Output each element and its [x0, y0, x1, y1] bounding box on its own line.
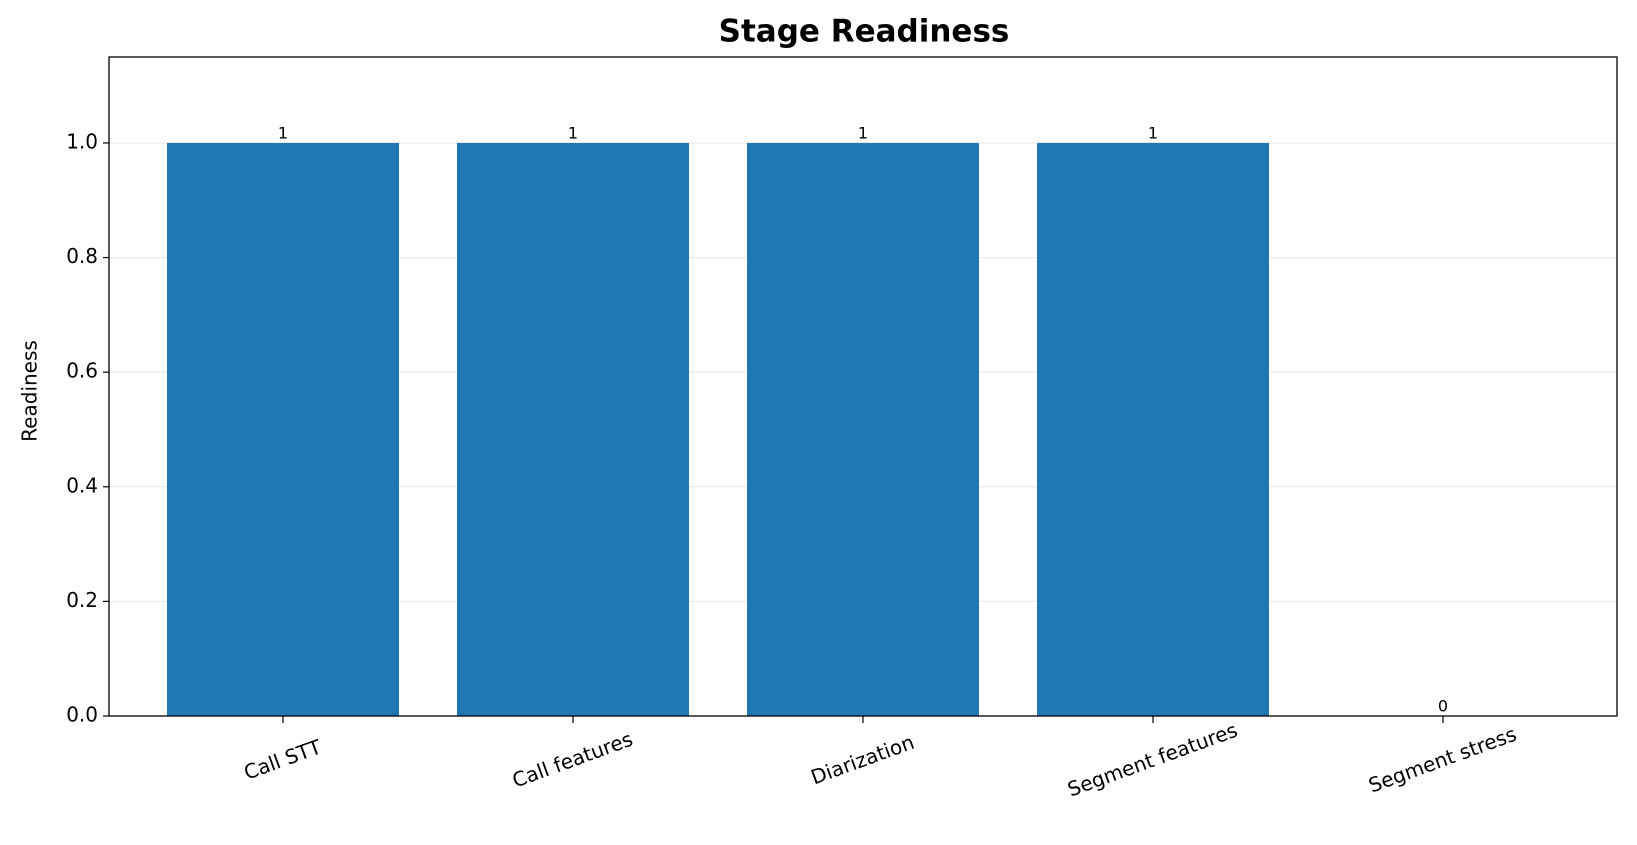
y-tick-label: 0.0: [66, 703, 98, 727]
x-tick-label: Call features: [509, 727, 636, 793]
y-tick-label: 0.6: [66, 359, 98, 383]
bar: [747, 142, 979, 716]
y-tick-label: 0.4: [66, 473, 98, 497]
x-tick-label: Segment stress: [1365, 722, 1519, 798]
bar: [457, 142, 689, 716]
chart-title: Stage Readiness: [719, 14, 1010, 50]
y-tick-label: 0.8: [66, 244, 98, 268]
y-axis-label: Readiness: [18, 340, 42, 442]
bar: [167, 142, 399, 716]
x-tick-label: Diarization: [808, 730, 918, 790]
value-label: 1: [1148, 123, 1158, 142]
bar: [1037, 142, 1269, 716]
x-tick-label: Call STT: [241, 734, 326, 784]
x-tick-label: Segment features: [1064, 718, 1240, 802]
value-label: 0: [1438, 697, 1448, 716]
value-label: 1: [858, 123, 868, 142]
value-label: 1: [278, 123, 288, 142]
value-label: 1: [568, 123, 578, 142]
y-tick-label: 1.0: [66, 129, 98, 153]
y-tick-label: 0.2: [66, 588, 98, 612]
plot-frame: [108, 56, 1618, 717]
